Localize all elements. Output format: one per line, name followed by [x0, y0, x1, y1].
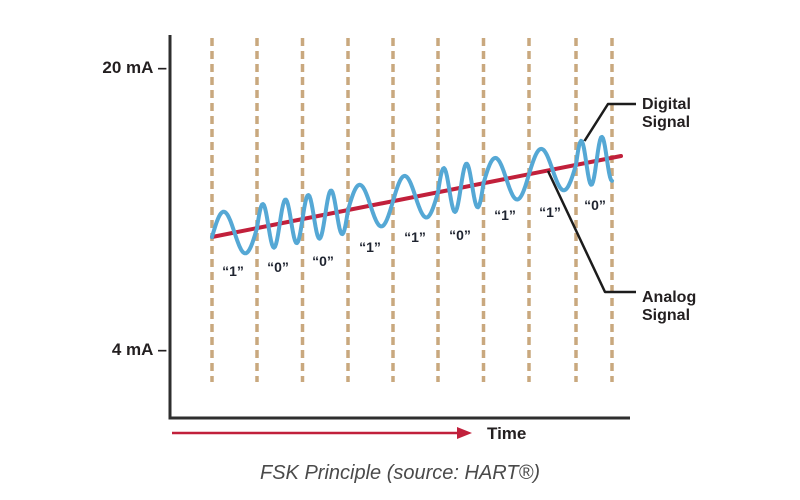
- analog-signal-label-line2: Signal: [642, 307, 690, 324]
- bit-value-label: “0”: [449, 227, 471, 243]
- bit-value-label: “1”: [539, 204, 561, 220]
- bit-value-label: “1”: [494, 207, 516, 223]
- analog-signal-leader-line: [546, 170, 636, 294]
- axes: [168, 35, 630, 420]
- time-axis-label: Time: [487, 424, 526, 443]
- y-axis-label-20ma: 20 mA –: [102, 58, 167, 77]
- signal-curves: [172, 102, 636, 439]
- digital-signal-label-line1: Digital: [642, 96, 691, 113]
- bit-value-label: “0”: [584, 197, 606, 213]
- analog-signal-label-line1: Analog: [642, 289, 696, 306]
- figure-caption: FSK Principle (source: HART®): [260, 462, 540, 484]
- time-arrow-head: [457, 427, 472, 439]
- digital-signal-leader-line: [583, 102, 636, 142]
- digital-signal-label-line2: Signal: [642, 114, 690, 131]
- y-axis-label-4ma: 4 mA –: [112, 340, 167, 359]
- bit-value-labels: “1” “0” “0” “1” “1” “0” “1” “1” “0”: [222, 197, 606, 279]
- bit-value-label: “1”: [222, 263, 244, 279]
- digital-signal-fsk-wave: [210, 134, 614, 256]
- bit-value-label: “1”: [404, 229, 426, 245]
- bit-value-label: “0”: [312, 253, 334, 269]
- bit-value-label: “0”: [267, 259, 289, 275]
- bit-boundary-gridlines: [210, 38, 614, 382]
- bit-value-label: “1”: [359, 239, 381, 255]
